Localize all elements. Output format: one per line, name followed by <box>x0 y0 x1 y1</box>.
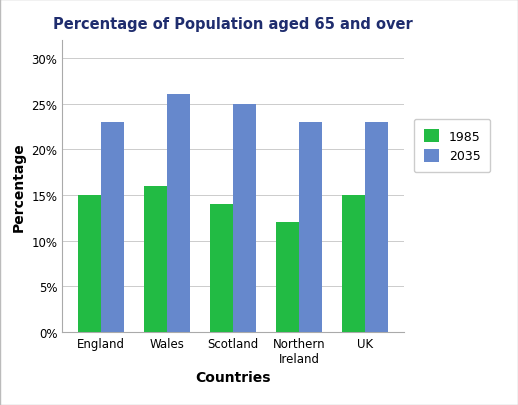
Bar <box>144 186 167 332</box>
Bar <box>78 195 101 332</box>
Bar <box>101 122 124 332</box>
Bar <box>167 95 190 332</box>
Bar <box>210 205 233 332</box>
Bar <box>299 122 322 332</box>
Bar <box>365 122 388 332</box>
Title: Percentage of Population aged 65 and over: Percentage of Population aged 65 and ove… <box>53 17 413 32</box>
Bar <box>276 223 299 332</box>
Bar <box>233 104 256 332</box>
Legend: 1985, 2035: 1985, 2035 <box>414 119 491 173</box>
X-axis label: Countries: Countries <box>195 371 271 384</box>
Bar <box>342 195 365 332</box>
Y-axis label: Percentage: Percentage <box>12 141 26 231</box>
